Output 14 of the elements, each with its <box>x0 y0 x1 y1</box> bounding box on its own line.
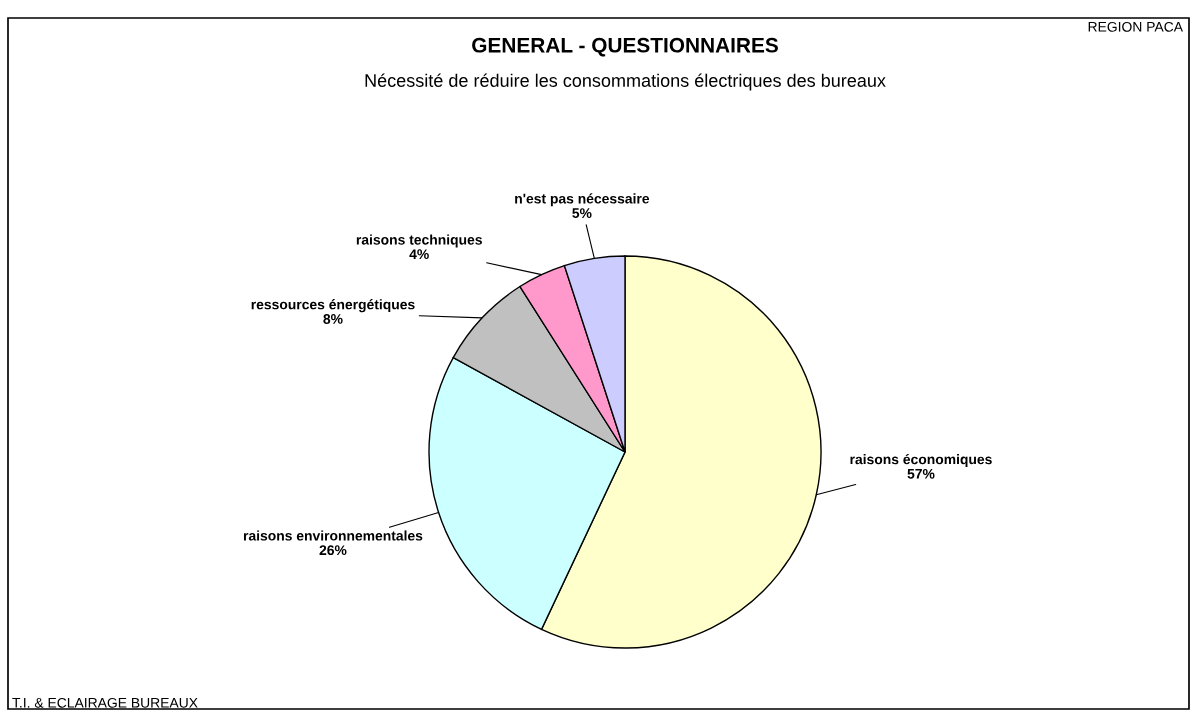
chart-title: GENERAL - QUESTIONNAIRES <box>472 37 778 57</box>
data-label: 5% <box>572 208 592 219</box>
slice-label: raisons économiques <box>850 453 992 467</box>
slice-label: raisons environnementales <box>243 530 423 541</box>
text: REGION PACA <box>1088 21 1183 32</box>
text: T.I. & ECLAIRAGE BUREAUX <box>12 697 198 708</box>
slice-label: n'est pas nécessaire <box>515 193 650 207</box>
slice-label: ressources énergétiques <box>251 299 415 313</box>
data-label: 26% <box>319 545 347 556</box>
data-label: 4% <box>409 249 429 260</box>
data-label: 57% <box>907 468 935 479</box>
data-label: 8% <box>323 314 343 324</box>
slice-label: raisons techniques <box>356 234 482 248</box>
chart-subtitle: Nécessité de réduire les consommations électriques des bureaux <box>365 73 886 91</box>
